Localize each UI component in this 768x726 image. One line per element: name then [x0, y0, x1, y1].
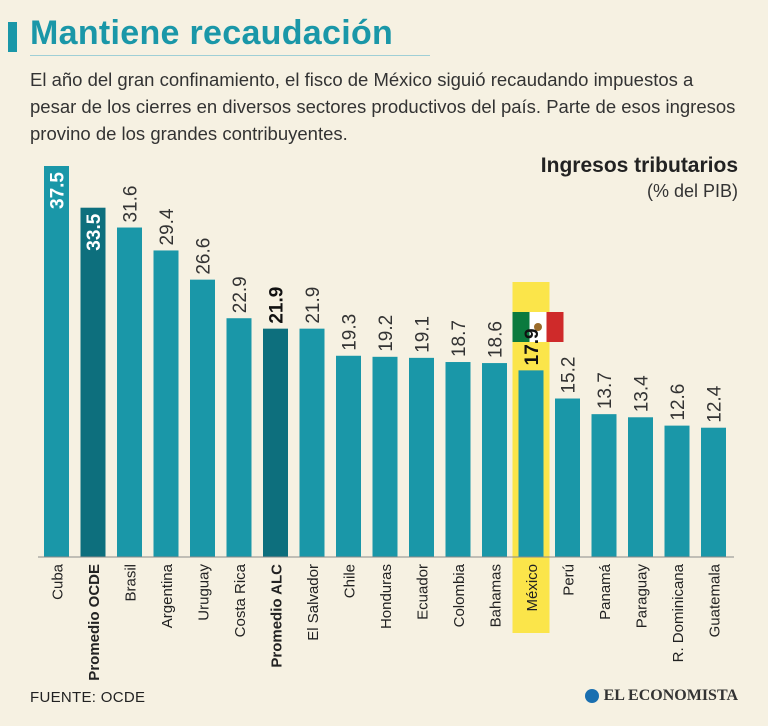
value-label-bahamas: 18.6 — [486, 321, 507, 358]
value-label-peru: 15.2 — [559, 357, 580, 394]
chart-title: Ingresos tributarios — [540, 154, 738, 177]
value-label-el-salvador: 21.9 — [303, 287, 324, 324]
bar-colombia — [445, 362, 471, 557]
bar-brasil — [117, 227, 142, 557]
category-label-bahamas: Bahamas — [488, 564, 505, 627]
category-label-colombia: Colombia — [451, 563, 468, 627]
category-label-cuba: Cuba — [50, 563, 67, 600]
page-subtitle: El año del gran confinamiento, el fisco … — [30, 69, 736, 144]
value-label-mexico: 17.9 — [522, 328, 543, 365]
title-accent-bar — [8, 22, 17, 52]
bar-cuba — [44, 166, 69, 557]
bar-el-salvador — [299, 328, 325, 557]
brand-icon — [584, 689, 599, 703]
category-label-promedio-ocde: Promedio OCDE — [86, 564, 103, 681]
category-label-paraguay: Paraguay — [634, 564, 651, 629]
value-label-honduras: 19.2 — [376, 315, 397, 352]
category-label-r-dominicana: R. Dominicana — [670, 563, 687, 662]
bar-chile — [336, 355, 361, 557]
bar-argentina — [153, 250, 179, 557]
bar-ecuador — [409, 357, 434, 557]
value-label-brasil: 31.6 — [121, 186, 142, 223]
title-divider — [30, 55, 430, 56]
bar-promedio-alc — [263, 328, 288, 557]
bar-mexico — [518, 370, 544, 557]
bar-paraguay — [628, 417, 653, 557]
category-label-brasil: Brasil — [123, 564, 140, 602]
bar-bahamas — [482, 363, 507, 557]
bar-r-dominicana — [664, 425, 690, 557]
value-label-promedio-alc: 21.9 — [267, 287, 288, 324]
value-label-r-dominicana: 12.6 — [668, 384, 689, 421]
value-label-guatemala: 12.4 — [705, 385, 726, 422]
category-label-guatemala: Guatemala — [707, 563, 724, 637]
category-label-promedio-alc: Promedio ALC — [269, 564, 286, 668]
bar-promedio-ocde — [80, 207, 106, 557]
category-label-el-salvador: El Salvador — [305, 564, 322, 641]
bar-peru — [555, 398, 580, 557]
category-label-honduras: Honduras — [378, 564, 395, 629]
value-label-ecuador: 19.1 — [413, 316, 434, 353]
category-label-ecuador: Ecuador — [415, 564, 432, 620]
value-label-argentina: 29.4 — [157, 208, 178, 245]
value-label-colombia: 18.7 — [449, 320, 470, 357]
bar-panama — [591, 414, 617, 557]
category-label-argentina: Argentina — [159, 563, 176, 628]
category-label-mexico: México — [524, 564, 541, 612]
value-label-uruguay: 26.6 — [194, 238, 215, 275]
bar-guatemala — [701, 427, 726, 557]
category-label-panama: Panamá — [597, 563, 614, 620]
value-label-costa-rica: 22.9 — [230, 276, 251, 313]
brand-name: EL ECONOMISTA — [603, 687, 738, 704]
mexico-flag-icon — [512, 312, 564, 342]
value-label-paraguay: 13.4 — [632, 375, 653, 412]
bar-costa-rica — [226, 318, 252, 557]
value-label-panama: 13.7 — [595, 372, 616, 409]
chart-unit-label: (% del PIB) — [646, 181, 738, 201]
category-label-uruguay: Uruguay — [196, 564, 213, 621]
category-label-peru: Perú — [561, 564, 578, 596]
value-label-cuba: 37.5 — [48, 172, 69, 209]
value-label-chile: 19.3 — [340, 314, 361, 351]
source-note: FUENTE: OCDE — [30, 689, 146, 706]
page-title: Mantiene recaudación — [30, 14, 394, 52]
bar-honduras — [372, 356, 398, 557]
category-label-costa-rica: Costa Rica — [232, 563, 249, 637]
value-label-promedio-ocde: 33.5 — [84, 213, 105, 250]
category-label-chile: Chile — [342, 564, 359, 598]
bar-uruguay — [190, 279, 215, 557]
brand-logo: EL ECONOMISTA — [584, 687, 738, 705]
